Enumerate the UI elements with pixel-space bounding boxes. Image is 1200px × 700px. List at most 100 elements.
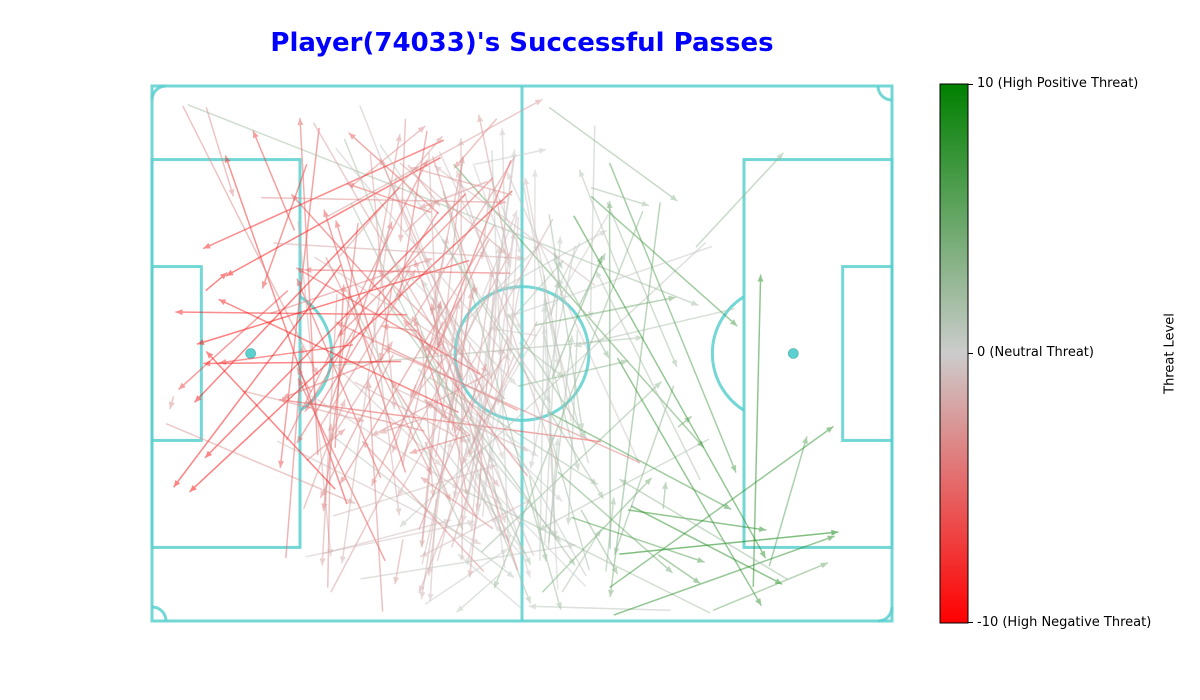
pass-arrow — [543, 275, 559, 539]
pass-arrow — [319, 269, 416, 427]
pass-arrow — [565, 330, 579, 525]
pass-arrow — [573, 215, 767, 559]
pass-arrow — [314, 256, 464, 355]
pass-arrow — [397, 118, 407, 242]
pass-arrow — [420, 476, 494, 530]
pass-arrow — [252, 130, 296, 231]
pass-arrow — [261, 163, 308, 289]
pass-arrow — [457, 138, 464, 559]
right-penalty-box — [742, 158, 894, 549]
colorbar-tick-low: -10 (High Negative Threat) — [977, 615, 1152, 630]
pass-arrow — [496, 265, 524, 406]
pass-arrow — [305, 400, 425, 432]
colorbar-label: Threat Level — [1162, 313, 1178, 394]
pass-arrow — [372, 316, 402, 516]
pass-arrow — [449, 284, 477, 421]
pass-arrow — [619, 529, 839, 555]
pass-arrow — [447, 395, 539, 458]
pass-arrow — [396, 218, 554, 497]
pass-arrow — [712, 562, 829, 611]
corner-arc — [150, 84, 167, 101]
pass-arrow — [365, 380, 384, 612]
corner-arc — [876, 85, 893, 102]
pitch-markings — [150, 84, 894, 623]
pass-arrow — [418, 353, 516, 594]
right-six-yard-box — [841, 265, 894, 442]
pass-arrow — [523, 177, 573, 422]
pass-arrow — [490, 245, 502, 387]
pass-arrow — [531, 169, 538, 452]
pass-arrow — [472, 163, 511, 268]
pass-arrow — [285, 159, 429, 441]
pass-arrow — [407, 164, 441, 207]
pass-arrow — [205, 107, 235, 197]
pass-arrow — [333, 464, 497, 517]
pass-arrow — [434, 301, 461, 458]
pass-arrow — [326, 357, 442, 467]
pass-arrow — [534, 295, 676, 327]
pass-arrow — [662, 481, 669, 509]
pass-arrows — [165, 98, 839, 616]
pass-arrow — [261, 196, 506, 206]
pass-arrow — [326, 341, 394, 447]
pass-arrow — [424, 548, 509, 605]
pass-arrow — [464, 408, 563, 502]
left-six-yard-box — [150, 265, 203, 442]
pass-arrow — [401, 301, 442, 467]
pass-arrow — [393, 539, 404, 585]
pass-arrow — [285, 346, 305, 559]
pass-arrow — [412, 345, 456, 399]
pass-arrow — [552, 258, 610, 359]
pass-arrow — [619, 478, 789, 581]
pass-arrow — [578, 252, 606, 306]
pass-arrow — [304, 329, 355, 413]
pass-arrow — [590, 186, 650, 207]
pass-arrow — [297, 118, 319, 456]
pass-arrow — [768, 436, 808, 567]
pass-arrow — [608, 162, 737, 473]
right-penalty-spot — [788, 348, 799, 359]
pass-arrow — [456, 574, 500, 613]
colorbar-tick-mark — [968, 353, 973, 354]
pass-arrow — [295, 267, 481, 375]
pass-arrow — [467, 467, 483, 578]
colorbar-tick-neutral: 0 (Neutral Threat) — [977, 345, 1094, 360]
left-penalty-spot — [245, 348, 256, 359]
pass-arrow — [334, 220, 375, 344]
pass-arrow — [473, 455, 500, 488]
pass-arrow — [302, 399, 346, 509]
pass-arrow — [175, 309, 408, 316]
pass-arrow — [492, 348, 506, 355]
pass-arrow — [695, 152, 785, 248]
pass-arrow — [168, 396, 175, 410]
pass-arrow — [403, 319, 529, 477]
pass-arrow — [429, 157, 465, 315]
pass-arrow — [418, 363, 487, 530]
pass-arrow — [350, 202, 532, 566]
pass-arrow — [463, 210, 518, 342]
pass-arrow — [187, 104, 699, 307]
corner-arc — [877, 606, 894, 623]
pass-arrow — [630, 505, 783, 585]
pass-arrow — [371, 134, 402, 291]
pass-arrow — [605, 497, 617, 572]
pass-arrow — [546, 411, 732, 510]
pass-arrow — [338, 135, 444, 258]
pass-arrow — [595, 270, 701, 481]
pass-arrow — [205, 350, 336, 490]
pass-arrow — [391, 384, 417, 453]
pass-arrow — [543, 335, 580, 471]
pass-arrow — [557, 471, 673, 574]
pass-arrow — [178, 290, 289, 391]
pass-arrow — [539, 304, 548, 561]
pass-arrow — [205, 272, 228, 292]
pass-arrow — [627, 509, 767, 533]
pass-arrow — [278, 128, 320, 468]
pass-arrow — [203, 360, 402, 367]
pass-arrow — [752, 274, 764, 587]
pass-arrow — [544, 236, 563, 544]
corner-arc — [151, 605, 168, 622]
left-penalty-box — [150, 158, 302, 549]
pass-arrow — [541, 477, 653, 593]
